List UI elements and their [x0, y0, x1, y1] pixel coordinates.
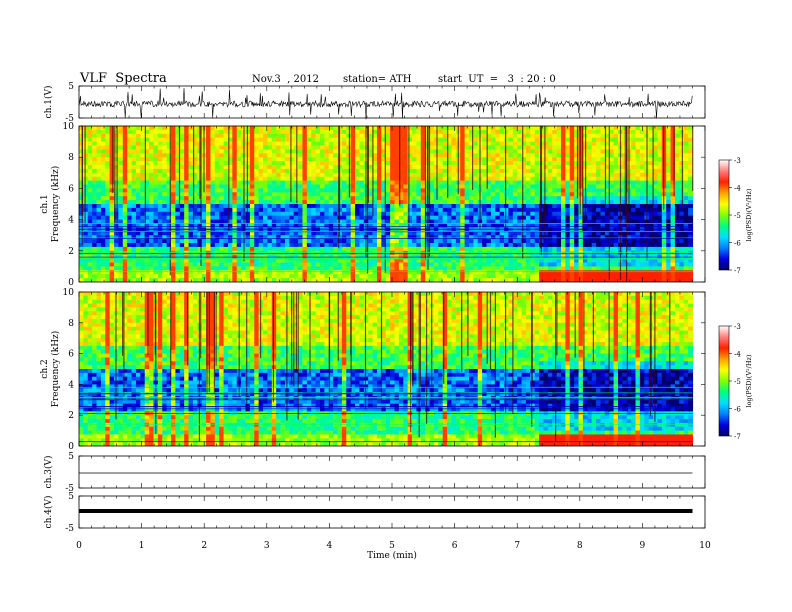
x-tick-label: 7 [514, 541, 520, 551]
y-tick-label: 2 [68, 247, 74, 257]
y-tick-label: 8 [68, 319, 74, 329]
colorbar-tick-label: -3 [734, 157, 741, 165]
y-tick-label: -5 [65, 524, 74, 534]
y-tick-label: 5 [68, 452, 74, 462]
colorbar-tick-label: -4 [734, 351, 741, 359]
y-tick-label: 4 [68, 216, 74, 226]
ch4-waveform-trace [79, 509, 693, 513]
y-tick-label: 2 [68, 411, 74, 421]
ch2-spectrogram [79, 292, 694, 446]
y-tick-label: 10 [63, 122, 75, 132]
ch1-ylabel: ch.1(V) [43, 86, 54, 119]
ch2-channel-label: ch.2 [40, 359, 50, 378]
x-tick-label: 9 [640, 541, 646, 551]
colorbar-tick-label: -5 [734, 212, 741, 220]
y-tick-label: 6 [68, 184, 74, 194]
y-tick-label: 8 [68, 153, 74, 163]
ch1-freq-ylabel: Frequency (kHz) [50, 166, 61, 243]
ch2-freq-ylabel: Frequency (kHz) [50, 331, 61, 408]
colorbar-tick-label: -5 [734, 378, 741, 386]
ch3-ylabel: ch.3(V) [43, 456, 54, 489]
ch4-ylabel: ch.4(V) [43, 496, 54, 529]
x-tick-label: 3 [264, 541, 270, 551]
y-tick-label: -5 [65, 114, 74, 124]
ch1-waveform-trace [78, 87, 693, 120]
ch2-colorbar [718, 325, 730, 437]
ch1-colorbar [718, 159, 730, 271]
y-tick-label: 0 [68, 442, 74, 452]
start-time-label: start UT = 3 : 20 : 0 [438, 74, 556, 85]
y-tick-label: 6 [68, 350, 74, 360]
colorbar-tick-label: -4 [734, 185, 741, 193]
colorbar-tick-label: -6 [734, 240, 741, 248]
ch1-spectrogram [79, 126, 694, 282]
colorbar-label: log(PSD)(V²/Hz) [745, 354, 753, 407]
x-tick-label: 1 [139, 541, 145, 551]
x-tick-label: 0 [76, 541, 82, 551]
date-label: Nov.3 , 2012 [252, 74, 319, 85]
x-tick-label: 10 [699, 541, 711, 551]
colorbar-label: log(PSD)(V²/Hz) [745, 188, 753, 241]
x-tick-label: 4 [327, 541, 333, 551]
x-tick-label: 2 [201, 541, 207, 551]
y-tick-label: 0 [68, 278, 74, 288]
colorbar-tick-label: -7 [734, 433, 741, 441]
waveforms [78, 87, 693, 513]
colorbar-tick-label: -6 [734, 406, 741, 414]
colorbar-tick-label: -7 [734, 267, 741, 275]
x-tick-label: 6 [452, 541, 458, 551]
y-tick-label: 10 [63, 288, 75, 298]
x-tick-label: 8 [577, 541, 583, 551]
y-tick-label: 5 [68, 82, 74, 92]
y-tick-label: 5 [68, 492, 74, 502]
figure-title: VLF Spectra [80, 71, 167, 86]
x-tick-label: 5 [389, 541, 395, 551]
ch1-channel-label: ch.1 [40, 194, 50, 213]
x-axis-label: Time (min) [367, 550, 417, 561]
axes [78, 85, 732, 529]
colorbar-tick-label: -3 [734, 323, 741, 331]
y-tick-label: -5 [65, 484, 74, 494]
y-tick-label: 4 [68, 380, 74, 390]
station-label: station= ATH [343, 74, 412, 85]
